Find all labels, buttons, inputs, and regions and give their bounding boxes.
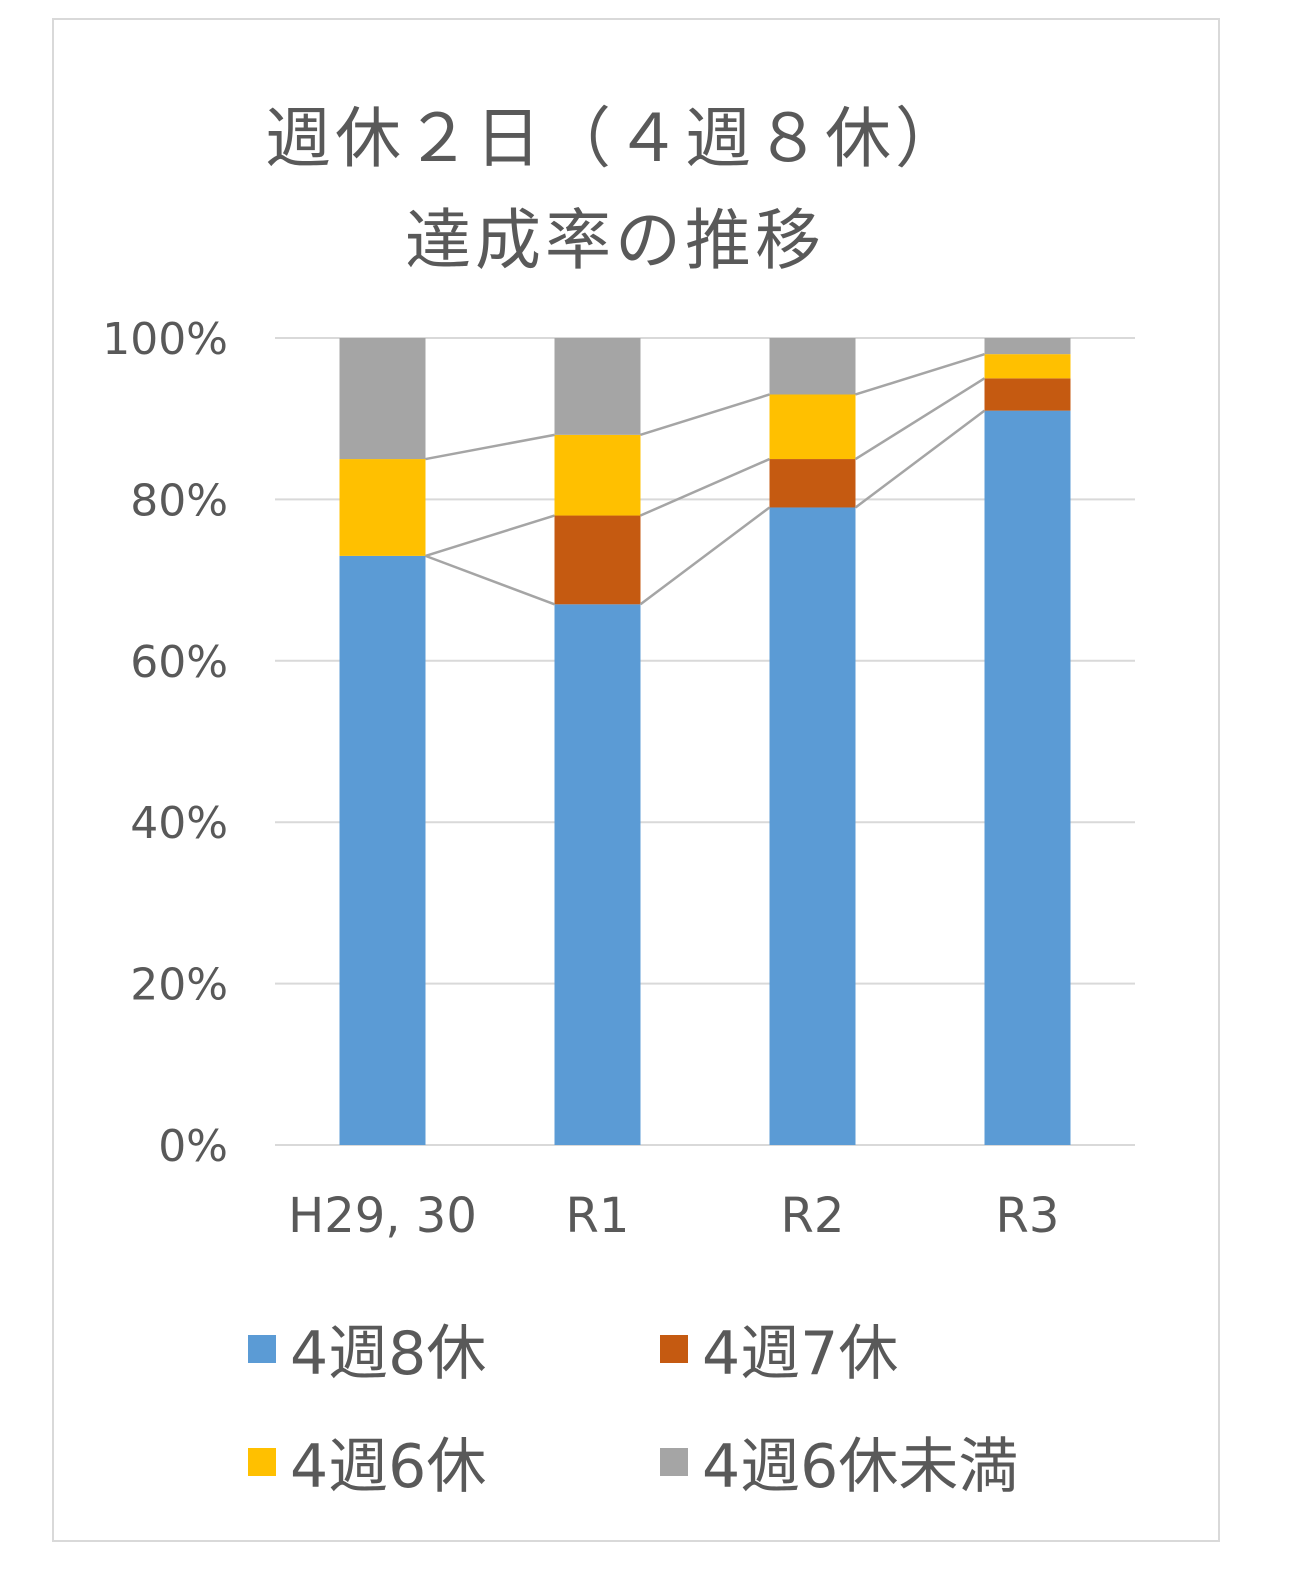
bar-segment-1-3 [554,338,641,435]
y-tick-label-3: 40% [130,798,228,849]
y-tick-label-1: 80% [130,475,228,526]
series-line-0-0 [425,554,555,606]
bar-segment-1-1 [554,515,641,605]
bar-segment-0-0 [339,555,426,1145]
y-tick-label-4: 20% [130,960,228,1011]
x-tick-label-0: H29, 30 [288,1188,477,1244]
stacked-bar-chart: 100% 80% 60% 40% 20% 0% H29, 30 R1 R2 R3 [102,314,1135,1244]
y-tick-label-0: 100% [102,314,228,365]
legend-swatch-under-4w6 [660,1447,688,1476]
series-line-1-2 [640,393,770,437]
y-tick-label-5: 0% [158,1121,228,1172]
chart-title-line-2: 達成率の推移 [405,202,825,279]
series-line-2-0 [854,409,986,509]
bar-segment-2-2 [769,394,856,460]
legend-label-4w7: 4週7休 [702,1319,899,1389]
x-tick-label-2: R2 [781,1188,845,1244]
bar-segment-0-3 [339,338,426,460]
x-tick-label-1: R1 [566,1188,630,1244]
bar-segment-2-3 [769,338,856,395]
legend-swatch-4w8 [248,1334,276,1363]
bar-segment-3-3 [984,338,1071,355]
legend-label-4w6: 4週6休 [290,1432,487,1502]
series-line-0-1 [425,514,555,558]
chart-title: 週休２日（４週８休） 達成率の推移 [0,88,1230,292]
legend-swatch-4w6 [248,1447,276,1476]
legend-label-under-4w6: 4週6休未満 [702,1432,1019,1502]
bar-segment-1-2 [554,434,641,516]
y-tick-label-2: 60% [130,637,228,688]
bar-segment-1-0 [554,604,641,1145]
bar-segment-3-2 [984,354,1071,379]
series-line-0-2 [425,433,555,461]
legend-item-under-4w6: 4週6休未満 [660,1418,1018,1505]
legend-item-4w7: 4週7休 [660,1305,898,1392]
bar-segment-3-1 [984,378,1071,411]
legend-swatch-4w7 [660,1334,688,1363]
series-line-2-2 [855,352,985,396]
chart-title-line-1: 週休２日（４週８休） [265,100,965,177]
legend-label-4w8: 4週8休 [290,1319,487,1389]
series-line-1-0 [639,506,771,606]
legend-item-4w8: 4週8休 [248,1305,486,1392]
series-line-1-1 [639,457,771,517]
series-line-2-1 [854,377,986,461]
bar-segment-2-1 [769,459,856,508]
bar-segment-2-0 [769,507,856,1146]
bar-segment-3-0 [984,410,1071,1145]
legend-item-4w6: 4週6休 [248,1418,486,1505]
x-tick-label-3: R3 [996,1188,1060,1244]
bar-segment-0-2 [339,459,426,556]
